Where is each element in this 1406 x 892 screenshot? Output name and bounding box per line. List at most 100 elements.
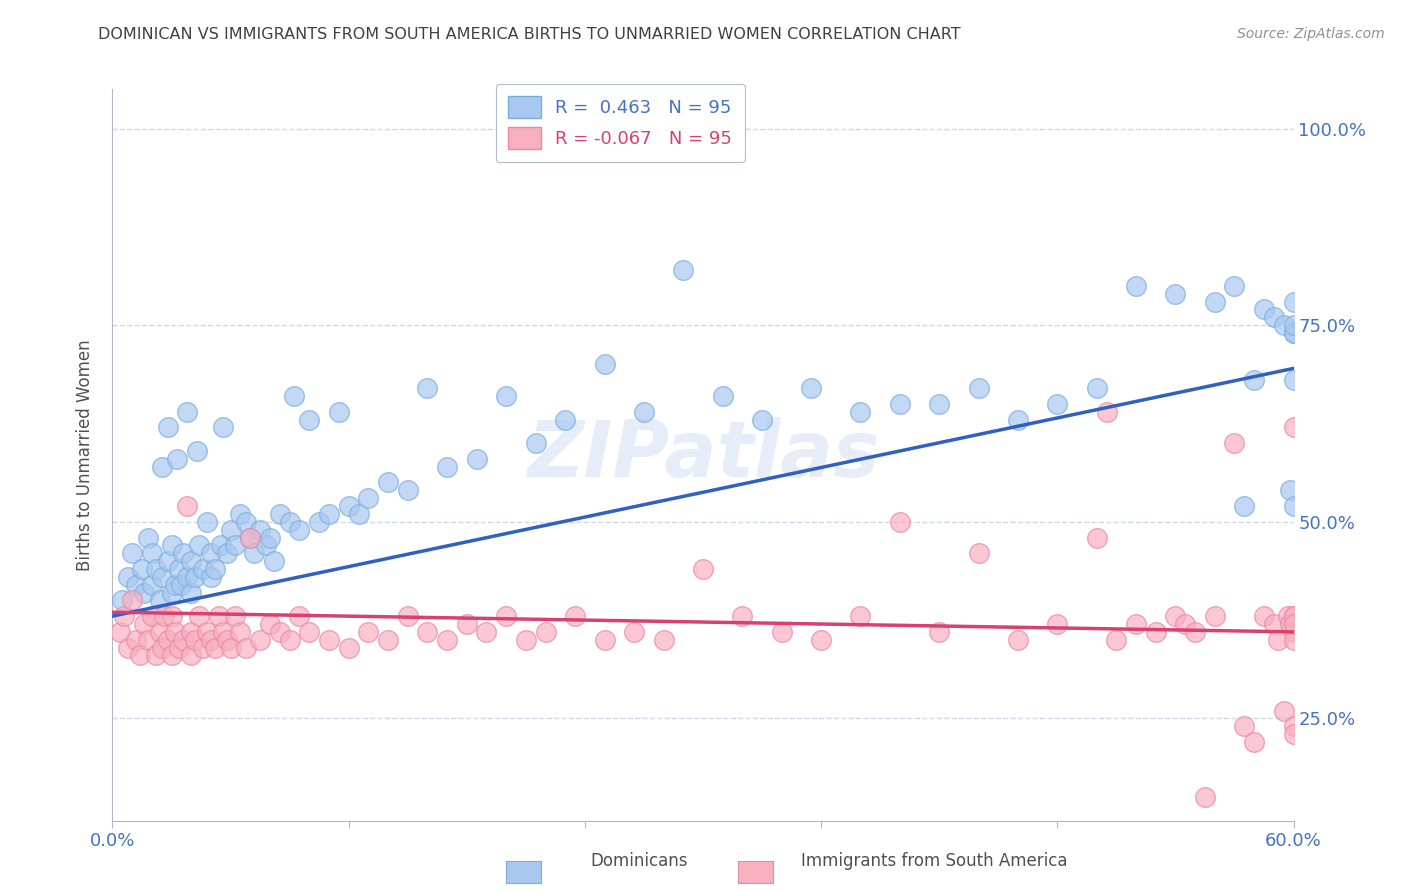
Point	[170, 577, 193, 591]
Point	[1282, 318, 1305, 333]
Point	[235, 515, 257, 529]
Point	[1243, 373, 1265, 387]
Point	[495, 609, 517, 624]
Point	[692, 562, 714, 576]
Point	[1194, 790, 1216, 805]
Point	[377, 475, 399, 490]
Point	[254, 538, 277, 552]
Point	[1046, 397, 1069, 411]
Point	[156, 420, 179, 434]
Point	[125, 632, 148, 647]
Point	[121, 546, 143, 560]
Point	[800, 381, 823, 395]
Point	[1272, 704, 1295, 718]
Point	[1278, 617, 1301, 632]
Point	[534, 624, 557, 639]
Point	[145, 648, 167, 663]
Point	[278, 632, 301, 647]
Point	[156, 632, 179, 647]
Point	[1282, 294, 1305, 309]
Point	[633, 405, 655, 419]
Point	[224, 538, 246, 552]
Point	[111, 593, 134, 607]
Point	[1263, 310, 1285, 325]
Point	[132, 585, 155, 599]
Point	[298, 412, 321, 426]
Point	[564, 609, 586, 624]
Point	[141, 546, 163, 560]
Point	[967, 546, 990, 560]
Point	[172, 632, 194, 647]
Legend: R =  0.463   N = 95, R = -0.067   N = 95: R = 0.463 N = 95, R = -0.067 N = 95	[496, 84, 745, 162]
Point	[357, 624, 380, 639]
Point	[269, 507, 291, 521]
Point	[1282, 499, 1305, 513]
Point	[298, 624, 321, 639]
Point	[928, 624, 950, 639]
Point	[357, 491, 380, 505]
Point	[318, 507, 340, 521]
Point	[308, 515, 330, 529]
Point	[337, 499, 360, 513]
Point	[110, 624, 132, 639]
Point	[200, 632, 222, 647]
Point	[1282, 727, 1305, 741]
Point	[191, 562, 214, 576]
Point	[475, 624, 498, 639]
Point	[176, 405, 198, 419]
Point	[1282, 632, 1305, 647]
Point	[191, 640, 214, 655]
Point	[416, 381, 439, 395]
Point	[1282, 326, 1305, 340]
Point	[1184, 624, 1206, 639]
Point	[1174, 617, 1197, 632]
Point	[1046, 617, 1069, 632]
Point	[515, 632, 537, 647]
Point	[150, 570, 173, 584]
Point	[121, 593, 143, 607]
Point	[195, 515, 218, 529]
Point	[1282, 624, 1305, 639]
Point	[1282, 373, 1305, 387]
Point	[132, 617, 155, 632]
Point	[156, 554, 179, 568]
Point	[1085, 531, 1108, 545]
Text: Source: ZipAtlas.com: Source: ZipAtlas.com	[1237, 27, 1385, 41]
Point	[1267, 632, 1289, 647]
Point	[1144, 624, 1167, 639]
Point	[967, 381, 990, 395]
Point	[711, 389, 734, 403]
Point	[1125, 278, 1147, 293]
Point	[200, 546, 222, 560]
Point	[1272, 318, 1295, 333]
Point	[1223, 436, 1246, 450]
Point	[1007, 632, 1029, 647]
Point	[176, 570, 198, 584]
Point	[229, 507, 252, 521]
Point	[215, 632, 238, 647]
Point	[145, 562, 167, 576]
Point	[1007, 412, 1029, 426]
Point	[1105, 632, 1128, 647]
Point	[889, 515, 911, 529]
Point	[249, 523, 271, 537]
Point	[593, 358, 616, 372]
Point	[200, 570, 222, 584]
Point	[169, 562, 191, 576]
Point	[150, 459, 173, 474]
Point	[149, 593, 172, 607]
Point	[141, 577, 163, 591]
Point	[186, 444, 208, 458]
Point	[377, 632, 399, 647]
Point	[456, 617, 478, 632]
Text: Dominicans: Dominicans	[591, 852, 688, 870]
Point	[117, 570, 139, 584]
Point	[172, 546, 194, 560]
Point	[188, 538, 211, 552]
Point	[1095, 405, 1118, 419]
Point	[219, 523, 242, 537]
Point	[160, 648, 183, 663]
Point	[263, 554, 285, 568]
Point	[184, 570, 207, 584]
Point	[1282, 617, 1305, 632]
